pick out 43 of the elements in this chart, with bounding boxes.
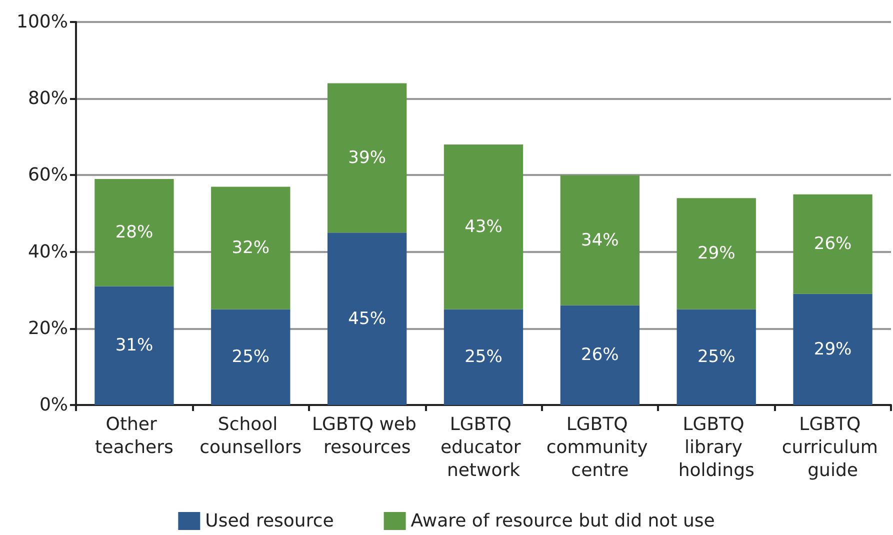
y-tick-label: 20% [28, 318, 68, 339]
bar [94, 286, 174, 405]
bar [211, 186, 290, 310]
bar [211, 309, 290, 405]
data-label: 43% [464, 216, 502, 237]
data-label: 29% [697, 244, 736, 264]
bar [560, 175, 640, 306]
bar [676, 309, 756, 405]
x-tick-label: School counsellors [200, 414, 302, 458]
x-tick-label: LGBTQ library holdings [678, 414, 754, 481]
x-tick-label: LGBTQ community centre [546, 414, 654, 481]
x-tick-label: LGBTQ curriculum guide [782, 414, 884, 481]
bar [444, 309, 524, 405]
bar [327, 83, 407, 233]
data-label: 25% [697, 347, 736, 368]
bar [676, 198, 756, 310]
data-label: 31% [115, 336, 154, 356]
y-tick-label: 0% [39, 394, 68, 416]
data-label: 26% [814, 234, 852, 254]
bar [793, 194, 872, 294]
bar [560, 305, 640, 405]
x-tick-label: Other teachers [95, 414, 174, 458]
legend-label: Used resource [205, 510, 334, 532]
bar [327, 232, 407, 405]
y-tick-label: 40% [28, 241, 68, 262]
data-label: 32% [232, 238, 270, 258]
data-label: 26% [581, 345, 619, 366]
data-label: 34% [581, 230, 619, 250]
y-tick-label: 60% [28, 164, 68, 186]
y-tick-label: 80% [28, 88, 68, 110]
bar [444, 144, 524, 310]
data-label: 45% [348, 308, 386, 329]
data-label: 29% [814, 339, 852, 360]
legend-label: Aware of resource but did not use [410, 510, 715, 532]
x-tick-label: LGBTQ web resources [312, 414, 422, 458]
data-label: 39% [348, 148, 386, 168]
bar [793, 294, 872, 405]
data-label: 25% [232, 347, 270, 368]
x-tick-label: LGBTQ educator network [440, 414, 527, 481]
data-label: 28% [115, 222, 154, 243]
bar [94, 179, 174, 286]
y-tick-label: 100% [16, 12, 68, 32]
data-label: 25% [464, 347, 502, 368]
